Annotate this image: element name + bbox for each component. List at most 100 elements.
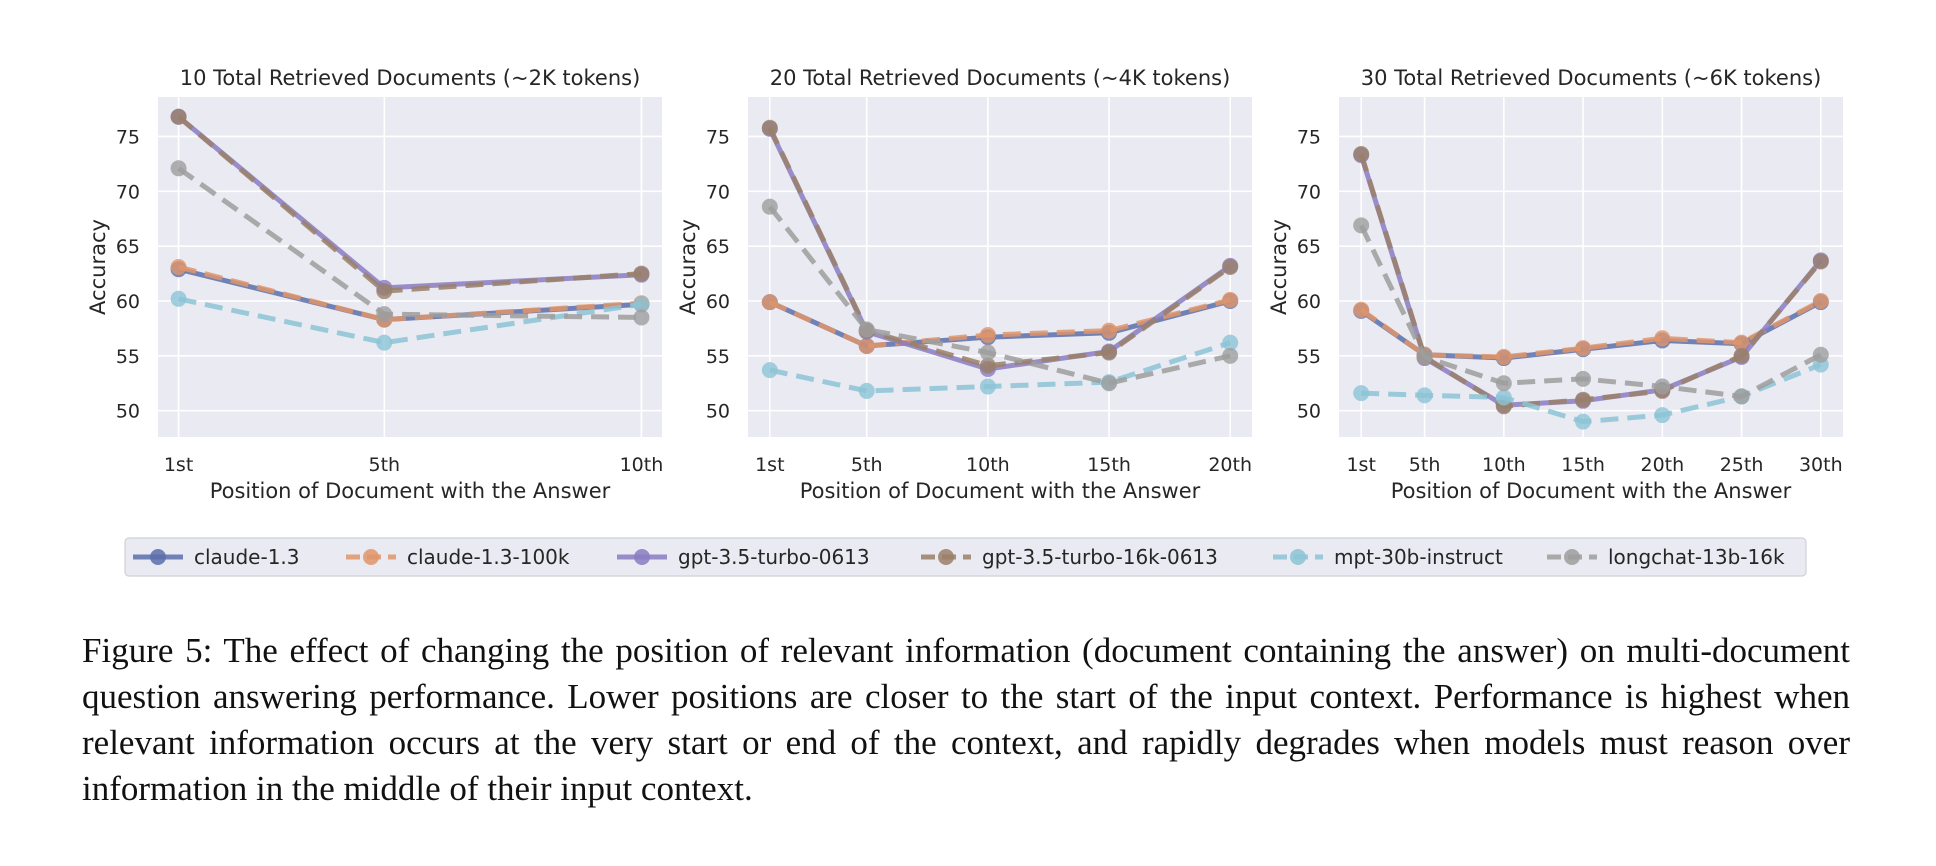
data-point-gpt-3-5-turbo-16k-0613	[633, 265, 650, 282]
legend-label: mpt-30b-instruct	[1334, 545, 1503, 569]
x-tick-label: 5th	[1409, 454, 1441, 476]
legend-swatch-marker	[938, 549, 954, 565]
x-tick-label: 15th	[1561, 454, 1605, 476]
data-point-gpt-3-5-turbo-16k-0613	[170, 108, 187, 125]
data-point-mpt-30b-instruct	[170, 290, 187, 307]
data-point-gpt-3-5-turbo-16k-0613	[979, 357, 996, 374]
x-tick-label: 30th	[1799, 454, 1843, 476]
data-point-mpt-30b-instruct	[1222, 334, 1239, 351]
chart-title: 20 Total Retrieved Documents (~4K tokens…	[770, 66, 1231, 90]
data-point-mpt-30b-instruct	[858, 382, 875, 399]
data-point-gpt-3-5-turbo-16k-0613	[1353, 146, 1370, 163]
y-axis-label: Accuracy	[86, 219, 110, 315]
series-line-mpt-30b-instruct	[178, 296, 642, 346]
data-point-mpt-30b-instruct	[979, 378, 996, 395]
chart-panel-10-docs: 10 Total Retrieved Documents (~2K tokens…	[86, 66, 663, 503]
chart-title: 30 Total Retrieved Documents (~6K tokens…	[1361, 66, 1822, 90]
series-line-gpt-3-5-turbo-16k-0613	[176, 114, 642, 294]
legend: claude-1.3 claude-1.3-100k gpt-3.5-turbo-0…	[124, 537, 1807, 577]
chart-panel-20-docs: 20 Total Retrieved Documents (~4K tokens…	[676, 66, 1252, 503]
data-point-claude-1-3-100k	[858, 337, 875, 354]
data-point-claude-1-3-100k	[1495, 348, 1512, 365]
legend-swatch-marker	[150, 549, 166, 565]
data-point-claude-1-3-100k	[1222, 291, 1239, 308]
legend-swatch-marker	[1564, 549, 1580, 565]
data-point-claude-1-3-100k	[1353, 301, 1370, 318]
legend-label: gpt-3.5-turbo-0613	[678, 545, 870, 569]
x-tick-label: 20th	[1208, 454, 1252, 476]
data-point-gpt-3-5-turbo-16k-0613	[1812, 253, 1829, 270]
data-point-longchat-13b-16k	[1101, 375, 1118, 392]
data-point-longchat-13b-16k	[170, 160, 187, 177]
data-point-longchat-13b-16k	[979, 344, 996, 361]
data-point-claude-1-3-100k	[170, 259, 187, 275]
y-tick-label: 65	[116, 236, 140, 258]
y-tick-label: 65	[1297, 236, 1321, 258]
data-point-mpt-30b-instruct	[1353, 385, 1370, 402]
x-axis-label: Position of Document with the Answer	[1391, 479, 1792, 503]
plot-background	[158, 97, 662, 437]
data-point-claude-1-3-100k	[1812, 293, 1829, 309]
data-point-longchat-13b-16k	[633, 309, 650, 326]
data-point-claude-1-3-100k	[1654, 330, 1671, 347]
data-point-claude-1-3-100k	[1733, 334, 1750, 351]
legend-label: claude-1.3-100k	[407, 545, 570, 569]
plot-background	[748, 97, 1252, 437]
x-axis-label: Position of Document with the Answer	[800, 479, 1201, 503]
y-tick-label: 55	[1297, 346, 1321, 368]
data-point-claude-1-3-100k	[1575, 340, 1592, 357]
data-point-longchat-13b-16k	[1733, 388, 1750, 405]
legend-label: longchat-13b-16k	[1608, 545, 1785, 569]
y-tick-label: 70	[116, 181, 140, 203]
legend-label: gpt-3.5-turbo-16k-0613	[982, 545, 1218, 569]
y-tick-label: 70	[1297, 181, 1321, 203]
plot-background	[1339, 97, 1843, 437]
y-tick-label: 50	[1297, 401, 1321, 423]
figure: 10 Total Retrieved Documents (~2K tokens…	[86, 66, 1843, 577]
data-point-mpt-30b-instruct	[633, 296, 650, 313]
x-tick-label: 5th	[851, 454, 883, 476]
data-point-gpt-3-5-turbo-16k-0613	[761, 119, 778, 136]
legend-swatch-marker	[363, 549, 379, 565]
y-tick-label: 60	[1297, 291, 1321, 313]
x-axis-label: Position of Document with the Answer	[210, 479, 611, 503]
data-point-claude-1-3-100k	[1101, 322, 1118, 339]
x-tick-label: 25th	[1720, 454, 1764, 476]
x-tick-label: 5th	[368, 454, 400, 476]
x-tick-label: 10th	[966, 454, 1010, 476]
y-tick-label: 60	[116, 291, 140, 313]
series-line-gpt-3-5-turbo-16k-0613	[767, 126, 1232, 369]
x-tick-label: 10th	[620, 454, 664, 476]
data-point-longchat-13b-16k	[1353, 217, 1370, 234]
data-point-longchat-13b-16k	[1495, 375, 1512, 392]
y-tick-label: 55	[706, 346, 730, 368]
data-point-gpt-3-5-turbo-16k-0613	[1733, 347, 1750, 364]
y-tick-label: 75	[1297, 126, 1321, 148]
data-point-gpt-3-5-turbo-16k-0613	[1222, 259, 1239, 275]
y-tick-label: 50	[116, 401, 140, 423]
y-tick-label: 55	[116, 346, 140, 368]
data-point-longchat-13b-16k	[761, 198, 778, 215]
data-point-mpt-30b-instruct	[1416, 387, 1433, 404]
data-point-gpt-3-5-turbo-16k-0613	[1101, 344, 1118, 361]
x-tick-label: 20th	[1640, 454, 1684, 476]
data-point-longchat-13b-16k	[1812, 346, 1829, 363]
data-point-mpt-30b-instruct	[761, 362, 778, 379]
chart-panel-30-docs: 30 Total Retrieved Documents (~6K tokens…	[1267, 66, 1843, 503]
figure-caption: Figure 5: The effect of changing the pos…	[82, 631, 1850, 808]
data-point-longchat-13b-16k	[858, 321, 875, 338]
data-point-gpt-3-5-turbo-16k-0613	[376, 283, 393, 300]
data-point-claude-1-3-100k	[761, 294, 778, 311]
chart-title: 10 Total Retrieved Documents (~2K tokens…	[180, 66, 641, 90]
data-point-longchat-13b-16k	[1654, 378, 1671, 395]
x-tick-label: 1st	[164, 454, 193, 476]
data-point-gpt-3-5-turbo-16k-0613	[1575, 391, 1592, 408]
data-point-longchat-13b-16k	[376, 306, 393, 323]
data-point-mpt-30b-instruct	[1575, 413, 1592, 430]
data-point-longchat-13b-16k	[1575, 370, 1592, 387]
legend-label: claude-1.3	[194, 545, 300, 569]
data-point-longchat-13b-16k	[1222, 347, 1239, 364]
data-point-mpt-30b-instruct	[1495, 389, 1512, 406]
y-tick-label: 75	[706, 126, 730, 148]
data-point-longchat-13b-16k	[1416, 348, 1433, 365]
